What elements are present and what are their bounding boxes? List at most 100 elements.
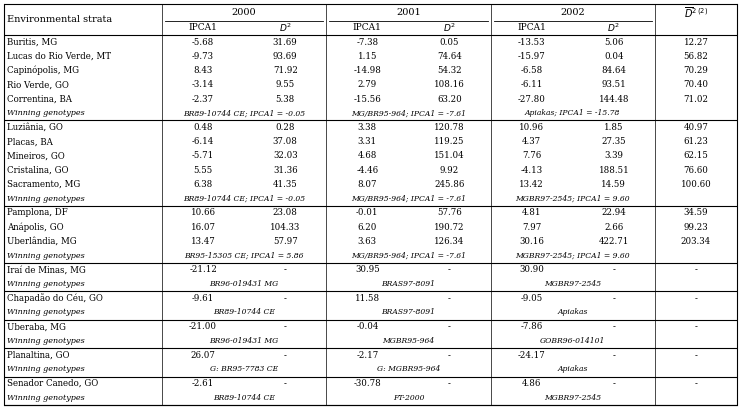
Text: 16.07: 16.07: [190, 222, 216, 231]
Text: 41.35: 41.35: [273, 180, 298, 189]
Text: 9.92: 9.92: [440, 166, 459, 175]
Text: 4.68: 4.68: [358, 151, 377, 160]
Text: 71.92: 71.92: [273, 66, 298, 75]
Text: Uberaba, MG: Uberaba, MG: [7, 322, 66, 331]
Text: -9.05: -9.05: [520, 294, 542, 303]
Text: MG/BR95-964; IPCA1 = -7.61: MG/BR95-964; IPCA1 = -7.61: [351, 109, 466, 117]
Text: -: -: [612, 265, 615, 274]
Text: 14.59: 14.59: [602, 180, 626, 189]
Text: 57.76: 57.76: [437, 208, 462, 218]
Text: 151.04: 151.04: [434, 151, 465, 160]
Text: -4.13: -4.13: [521, 166, 542, 175]
Text: -2.61: -2.61: [192, 379, 214, 388]
Text: 3.31: 3.31: [358, 137, 377, 146]
Text: Winning genotypes: Winning genotypes: [7, 365, 84, 373]
Text: 203.34: 203.34: [681, 237, 711, 246]
Text: Capinópolis, MG: Capinópolis, MG: [7, 66, 79, 75]
Text: BRAS97-8091: BRAS97-8091: [382, 308, 436, 317]
Text: 5.38: 5.38: [276, 94, 295, 103]
Text: -2.37: -2.37: [192, 94, 214, 103]
Text: 7.76: 7.76: [522, 151, 541, 160]
Text: 10.96: 10.96: [519, 123, 544, 132]
Text: BR89-10744 CE; IPCA1 = -0.05: BR89-10744 CE; IPCA1 = -0.05: [183, 195, 305, 202]
Text: Chapadão do Céu, GO: Chapadão do Céu, GO: [7, 293, 103, 303]
Text: 30.95: 30.95: [355, 265, 379, 274]
Text: -3.14: -3.14: [192, 80, 214, 89]
Text: MGBR97-2545; IPCA1 = 9.60: MGBR97-2545; IPCA1 = 9.60: [516, 195, 630, 202]
Text: FT-2000: FT-2000: [393, 394, 424, 402]
Text: BR96-019431 MG: BR96-019431 MG: [210, 280, 279, 288]
Text: 12.27: 12.27: [683, 38, 708, 47]
Text: -: -: [694, 265, 697, 274]
Text: 0.28: 0.28: [276, 123, 295, 132]
Text: -: -: [694, 379, 697, 388]
Text: Winning genotypes: Winning genotypes: [7, 394, 84, 402]
Text: 4.86: 4.86: [522, 379, 542, 388]
Text: -6.14: -6.14: [192, 137, 214, 146]
Text: 3.63: 3.63: [358, 237, 377, 246]
Text: -2.17: -2.17: [356, 351, 379, 360]
Text: 26.07: 26.07: [190, 351, 216, 360]
Text: 61.23: 61.23: [683, 137, 708, 146]
Text: BRAS97-8091: BRAS97-8091: [382, 280, 436, 288]
Text: 5.06: 5.06: [604, 38, 623, 47]
Text: -: -: [284, 265, 287, 274]
Text: -: -: [612, 294, 615, 303]
Text: 190.72: 190.72: [434, 222, 465, 231]
Text: G: BR95-7783 CE: G: BR95-7783 CE: [210, 365, 279, 373]
Text: G: MGBR95-964: G: MGBR95-964: [376, 365, 440, 373]
Text: Environmental strata: Environmental strata: [7, 15, 112, 24]
Text: Buritis, MG: Buritis, MG: [7, 38, 57, 47]
Text: Apiakas: Apiakas: [557, 308, 588, 317]
Text: -: -: [694, 351, 697, 360]
Text: 70.40: 70.40: [683, 80, 708, 89]
Text: -21.12: -21.12: [189, 265, 217, 274]
Text: -: -: [448, 379, 451, 388]
Text: 2001: 2001: [396, 8, 421, 17]
Text: 6.38: 6.38: [193, 180, 213, 189]
Text: -: -: [448, 351, 451, 360]
Text: -: -: [448, 322, 451, 331]
Text: 23.08: 23.08: [273, 208, 298, 218]
Text: -: -: [694, 322, 697, 331]
Text: 56.82: 56.82: [683, 52, 708, 61]
Text: 93.51: 93.51: [602, 80, 626, 89]
Text: Cristalina, GO: Cristalina, GO: [7, 166, 68, 175]
Text: -14.98: -14.98: [353, 66, 382, 75]
Text: MGBR95-964: MGBR95-964: [382, 337, 434, 345]
Text: 108.16: 108.16: [434, 80, 465, 89]
Text: 63.20: 63.20: [437, 94, 462, 103]
Text: Iraí de Minas, MG: Iraí de Minas, MG: [7, 265, 86, 274]
Text: 13.47: 13.47: [190, 237, 216, 246]
Text: 93.69: 93.69: [273, 52, 298, 61]
Text: 2000: 2000: [232, 8, 256, 17]
Text: 57.97: 57.97: [273, 237, 298, 246]
Text: 119.25: 119.25: [434, 137, 465, 146]
Text: -9.61: -9.61: [192, 294, 214, 303]
Text: Placas, BA: Placas, BA: [7, 137, 53, 146]
Text: IPCA1: IPCA1: [517, 23, 546, 32]
Text: -21.00: -21.00: [189, 322, 217, 331]
Text: BR89-10744 CE; IPCA1 = -0.05: BR89-10744 CE; IPCA1 = -0.05: [183, 109, 305, 117]
Text: -4.46: -4.46: [356, 166, 379, 175]
Text: BR95-15305 CE; IPCA1 = 5.86: BR95-15305 CE; IPCA1 = 5.86: [185, 252, 304, 260]
Text: -27.80: -27.80: [518, 94, 545, 103]
Text: 0.04: 0.04: [604, 52, 623, 61]
Text: 10.66: 10.66: [190, 208, 216, 218]
Text: Winning genotypes: Winning genotypes: [7, 252, 84, 260]
Text: -: -: [284, 351, 287, 360]
Text: 0.48: 0.48: [193, 123, 213, 132]
Text: -7.86: -7.86: [520, 322, 542, 331]
Text: -: -: [284, 294, 287, 303]
Text: 54.32: 54.32: [437, 66, 462, 75]
Text: 40.97: 40.97: [683, 123, 708, 132]
Text: MG/BR95-964; IPCA1 = -7.61: MG/BR95-964; IPCA1 = -7.61: [351, 252, 466, 260]
Text: -0.01: -0.01: [356, 208, 379, 218]
Text: 99.23: 99.23: [684, 222, 708, 231]
Text: MGBR97-2545: MGBR97-2545: [544, 394, 601, 402]
Text: -: -: [612, 351, 615, 360]
Text: $D^{2}$: $D^{2}$: [443, 22, 456, 34]
Text: GOBR96-014101: GOBR96-014101: [540, 337, 605, 345]
Text: -6.58: -6.58: [520, 66, 542, 75]
Text: 2.79: 2.79: [358, 80, 377, 89]
